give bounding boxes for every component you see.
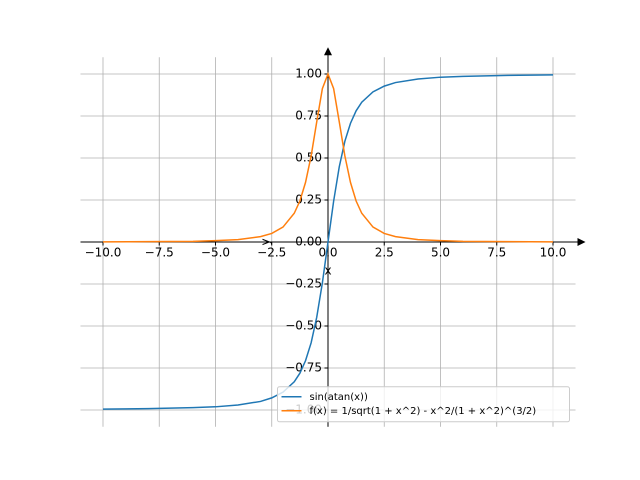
x-tick-label: −2.5 <box>257 246 286 260</box>
y-axis-arrow <box>324 47 332 56</box>
legend-label: f(x) = 1/sqrt(1 + x^2) - x^2/(1 + x^2)^(… <box>310 406 537 417</box>
y-tick-label: 1.00 <box>295 67 322 81</box>
y-tick-label: −0.25 <box>285 277 322 291</box>
x-axis-label: x <box>324 264 331 278</box>
y-tick-label: 0.00 <box>295 235 322 249</box>
y-tick-label: 0.50 <box>295 151 322 165</box>
data-line <box>102 71 554 243</box>
y-tick-label: −0.50 <box>285 319 322 333</box>
x-tick-label: 0.0 <box>318 246 337 260</box>
y-tick-label: 0.25 <box>295 193 322 207</box>
y-axis-label: y <box>259 238 273 245</box>
x-tick-label: 5.0 <box>431 246 450 260</box>
x-tick-label: 10.0 <box>540 246 567 260</box>
x-tick-label: 2.5 <box>375 246 394 260</box>
legend: sin(atan(x)) f(x) = 1/sqrt(1 + x^2) - x^2… <box>277 386 570 423</box>
data-line <box>102 74 554 410</box>
x-tick-label: 7.5 <box>487 246 506 260</box>
x-tick-label: −10.0 <box>85 246 122 260</box>
x-tick-label: −5.0 <box>201 246 230 260</box>
legend-box <box>277 386 570 423</box>
y-tick-label: 0.75 <box>295 109 322 123</box>
legend-label: sin(atan(x)) <box>310 392 368 403</box>
x-tick-label: −7.5 <box>145 246 174 260</box>
x-axis-arrow <box>577 238 586 246</box>
y-tick-label: −0.75 <box>285 361 322 375</box>
